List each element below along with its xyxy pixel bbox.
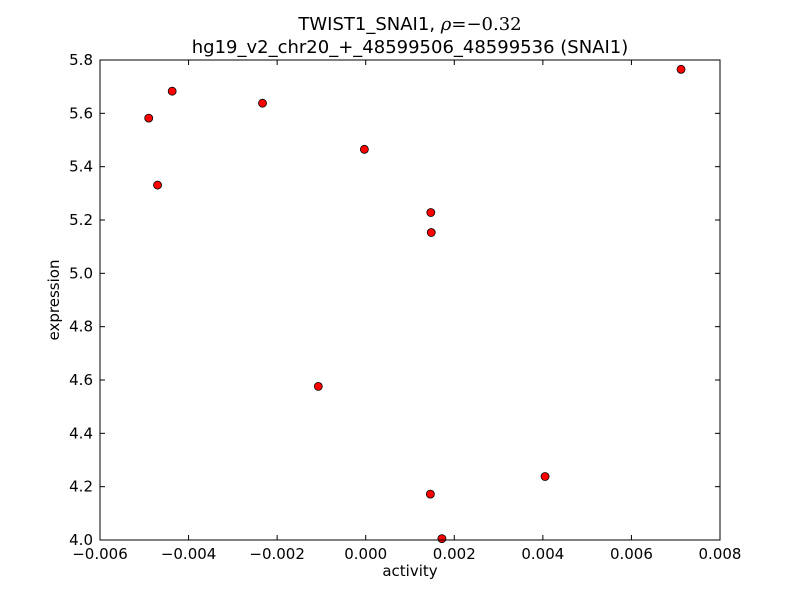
title-rho-eq: =: [451, 14, 466, 35]
scatter-point: [313, 381, 323, 391]
y-tick-label: 5.8: [69, 51, 93, 69]
x-tick-label: 0.004: [521, 545, 564, 563]
x-axis-label: activity: [382, 562, 437, 580]
y-tick-label: 5.2: [69, 211, 93, 229]
y-tick-label: 4.2: [69, 478, 93, 496]
scatter-point: [359, 144, 369, 154]
title-rho-value: −0.32: [466, 14, 521, 35]
axis-ticks: −0.006 −0.004 −0.002 0.000 0.002 0.004 0.006 0.…: [69, 51, 741, 563]
plot-area-frame: [99, 59, 721, 541]
y-axis-label: expression: [45, 260, 63, 341]
x-tick-label: 0.000: [344, 545, 387, 563]
x-tick-label: 0.006: [610, 545, 653, 563]
scatter-point: [167, 86, 177, 96]
y-tick-label: 5.4: [69, 158, 93, 176]
title-prefix: TWIST1_SNAI1,: [297, 14, 440, 35]
y-tick-label: 4.4: [69, 424, 93, 442]
x-tick-label: 0.008: [699, 545, 742, 563]
x-tick-label: −0.002: [249, 545, 305, 563]
data-points: [144, 64, 686, 544]
y-tick-label: 5.6: [69, 104, 93, 122]
scatter-point: [676, 64, 686, 74]
x-tick-label: −0.006: [72, 545, 128, 563]
y-tick-label: 4.0: [69, 531, 93, 549]
y-tick-label: 4.6: [69, 371, 93, 389]
scatter-point: [425, 489, 435, 499]
chart-title-line1: TWIST1_SNAI1, ρ=−0.32: [297, 14, 521, 35]
y-tick-label: 5.0: [69, 264, 93, 282]
scatter-point: [144, 113, 154, 123]
title-rho-symbol: ρ: [440, 14, 452, 35]
x-tick-label: −0.004: [161, 545, 217, 563]
scatter-point: [540, 472, 550, 481]
scatter-point: [426, 228, 436, 237]
scatter-point: [426, 208, 436, 217]
scatter-point: [153, 180, 162, 190]
scatter-point: [258, 98, 267, 108]
scatter-point: [437, 534, 447, 544]
x-tick-label: 0.002: [433, 545, 476, 563]
chart-title-line2: hg19_v2_chr20_+_48599506_48599536 (SNAI1…: [192, 37, 629, 58]
y-tick-label: 4.8: [69, 318, 93, 336]
